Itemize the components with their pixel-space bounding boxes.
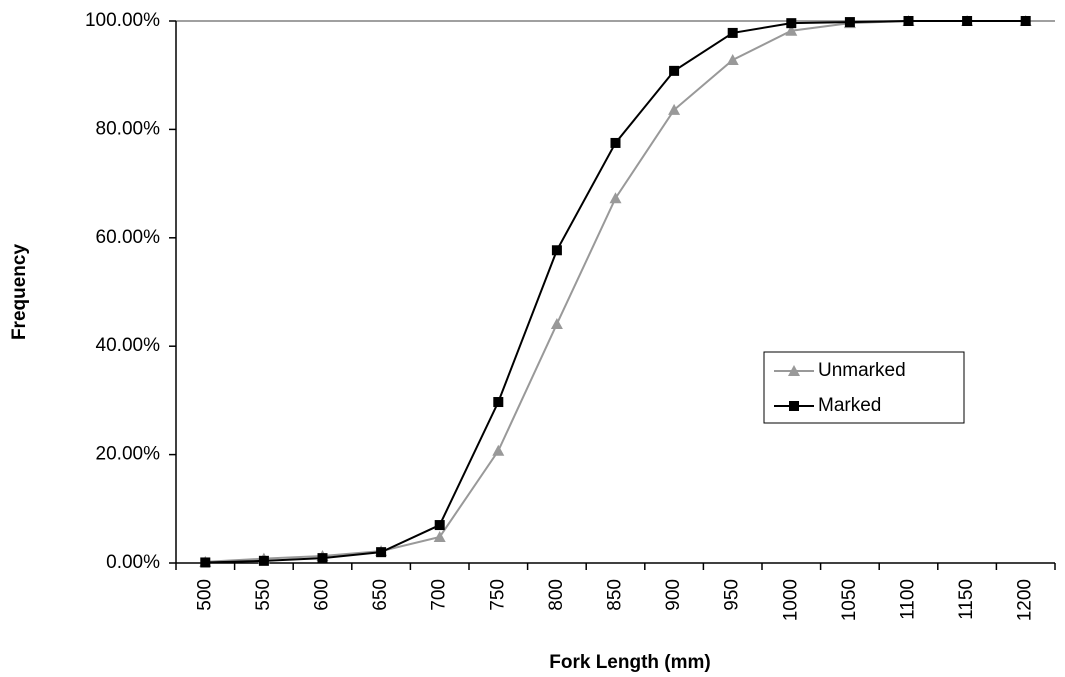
x-tick-label: 650 — [370, 579, 391, 611]
data-point — [433, 530, 446, 542]
data-point — [727, 27, 738, 38]
data-point — [317, 553, 328, 564]
data-point — [551, 245, 562, 256]
legend-box — [763, 351, 965, 424]
y-tick-label: 0.00% — [106, 552, 160, 573]
data-point — [376, 547, 387, 558]
data-point — [493, 397, 504, 408]
x-tick-label: 850 — [605, 579, 626, 611]
x-tick-label: 1050 — [839, 579, 860, 621]
data-point — [200, 557, 211, 568]
y-tick-label: 20.00% — [96, 444, 161, 465]
y-tick-label: 40.00% — [96, 335, 161, 356]
x-tick-label: 900 — [663, 579, 684, 611]
x-tick-label: 950 — [722, 579, 743, 611]
data-point — [1020, 16, 1031, 26]
x-tick-label: 600 — [312, 579, 333, 611]
legend-label: Unmarked — [818, 360, 906, 381]
x-tick-label: 1100 — [898, 579, 919, 620]
data-point — [726, 54, 739, 66]
data-point — [962, 16, 973, 26]
series-line — [205, 20, 1026, 564]
x-tick-label: 500 — [194, 579, 215, 611]
data-point — [903, 16, 914, 26]
legend-marker — [789, 401, 799, 411]
y-tick-label: 80.00% — [96, 118, 161, 139]
data-point — [550, 317, 563, 329]
data-point — [669, 65, 680, 76]
x-tick-label: 1000 — [780, 579, 801, 621]
x-tick-label: 700 — [429, 579, 450, 611]
data-point — [785, 24, 798, 36]
series-line — [205, 20, 1026, 563]
x-tick-label: 1150 — [956, 579, 977, 620]
y-axis-title: Frequency — [9, 244, 30, 341]
y-tick-label: 60.00% — [96, 227, 161, 248]
legend-label: Marked — [818, 395, 881, 416]
data-point — [258, 555, 269, 566]
legend-marker — [788, 365, 800, 376]
data-point — [844, 17, 855, 28]
data-point — [609, 192, 622, 204]
x-tick-label: 550 — [253, 579, 274, 611]
y-tick-label: 100.00% — [85, 10, 160, 31]
x-axis-title: Fork Length (mm) — [549, 652, 711, 673]
x-tick-label: 800 — [546, 579, 567, 611]
x-tick-label: 1200 — [1015, 579, 1036, 621]
data-point — [668, 103, 681, 115]
x-tick-label: 750 — [487, 579, 508, 611]
data-point — [492, 444, 505, 456]
data-point — [434, 520, 445, 531]
data-point — [786, 18, 797, 29]
data-point — [610, 137, 621, 148]
